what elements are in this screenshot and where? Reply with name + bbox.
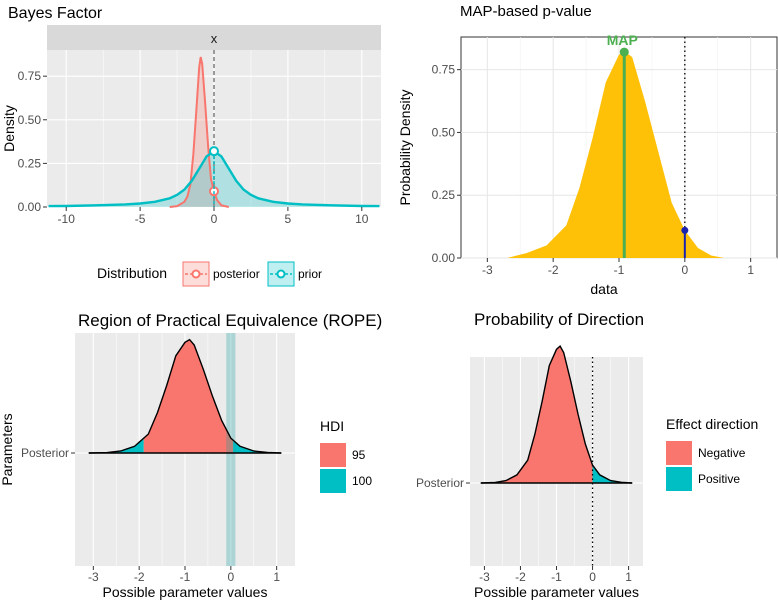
legend-key-Positive (666, 467, 692, 491)
x-tick-label: -2 (515, 570, 526, 584)
legend-key-Negative (666, 441, 692, 465)
y-tick-label: 0.25 (432, 188, 456, 202)
bayes-factor-panel: Bayes Factor x -10 -5 0 5 10 0.00 0.25 0.50 0.75 De… (1, 5, 381, 287)
y-tick-label: 0.50 (432, 125, 456, 139)
posterior-area (169, 57, 229, 207)
y-tick-label: 0.50 (18, 113, 42, 127)
probability-direction-panel-legend: Effect direction Negative Positive (666, 416, 758, 491)
hdi-100-left-area (88, 438, 144, 453)
x-tick-label: -2 (134, 570, 145, 584)
x-tick-label: -1 (614, 263, 625, 277)
x-tick-label: -1 (180, 570, 191, 584)
negative-area (480, 346, 593, 483)
x-tick-label: -5 (135, 212, 146, 226)
legend-label-prior: prior (298, 267, 322, 281)
x-tick-label: -10 (58, 212, 76, 226)
y-axis-title: Parameters (0, 413, 15, 485)
x-tick-label: 10 (355, 212, 369, 226)
legend-title: Distribution (97, 265, 167, 281)
map-pvalue-panel: MAP-based p-value MAP -3 -2 -1 0 1 0.00 0.25 0.50… (397, 3, 778, 297)
legend-title: Effect direction (666, 416, 758, 432)
hdi-95-area (143, 339, 234, 453)
positive-area (592, 465, 633, 483)
x-tick-label: -2 (548, 263, 559, 277)
x-tick-label: -3 (88, 570, 99, 584)
legend-label-95: 95 (352, 448, 366, 462)
x-tick-label: 1 (747, 263, 754, 277)
x-tick-label: -1 (551, 570, 562, 584)
x-tick-label: 0 (227, 570, 234, 584)
facet-label: x (211, 31, 218, 46)
legend-label-Negative: Negative (698, 446, 746, 460)
legend-title: HDI (320, 418, 344, 434)
legend-key-95 (320, 443, 346, 467)
y-axis-title: Probability Density (397, 90, 413, 206)
density-outline (88, 338, 282, 454)
panel-title: Bayes Factor (8, 5, 103, 22)
density-outline (480, 344, 633, 484)
x-axis-title: Possible parameter values (103, 584, 268, 600)
rope-band (226, 333, 236, 566)
null-density-point (681, 226, 689, 234)
panel-title: MAP-based p-value (460, 3, 592, 20)
panel-title: Region of Practical Equivalence (ROPE) (78, 311, 382, 330)
legend-key-point (191, 269, 201, 279)
y-tick-label: Posterior (416, 476, 464, 490)
density-point-prior (209, 146, 219, 157)
map-point (619, 47, 629, 57)
x-tick-label: 0 (681, 263, 688, 277)
legend-key-100 (320, 469, 346, 493)
y-tick-label: 0.00 (18, 200, 42, 214)
y-tick-label: 0.75 (432, 63, 456, 77)
facet-strip (47, 25, 381, 50)
hdi-100-right-area (233, 440, 282, 453)
x-tick-label: -3 (479, 570, 490, 584)
probability-direction-panel: Probability of Direction -3 -2 -1 0 1 Posterio… (416, 310, 758, 600)
rope-panel: Region of Practical Equivalence (ROPE) -3… (0, 311, 382, 600)
x-tick-label: 1 (625, 570, 632, 584)
y-tick-label: 0.75 (18, 69, 42, 83)
x-axis-title: data (590, 281, 617, 297)
distribution-legend: Distribution posterior prior (97, 261, 322, 287)
x-tick-label: -3 (482, 263, 493, 277)
map-label: MAP (607, 32, 638, 48)
legend-label-Positive: Positive (698, 472, 740, 486)
y-tick-label: 0.25 (18, 156, 42, 170)
y-tick-label: Posterior (21, 446, 69, 460)
legend-label-posterior: posterior (213, 267, 260, 281)
x-axis-title: Possible parameter values (474, 584, 639, 600)
y-tick-label: 0.00 (432, 251, 456, 265)
posterior-density-area (507, 52, 725, 258)
legend-key-point (276, 269, 286, 279)
x-tick-label: 0 (211, 212, 218, 226)
x-tick-label: 1 (273, 570, 280, 584)
rope-panel-legend: HDI 95 100 (320, 418, 372, 493)
x-tick-label: 5 (285, 212, 292, 226)
panel-title: Probability of Direction (474, 310, 644, 329)
x-tick-label: 0 (589, 570, 596, 584)
y-axis-title: Density (1, 105, 17, 152)
legend-label-100: 100 (352, 474, 372, 488)
